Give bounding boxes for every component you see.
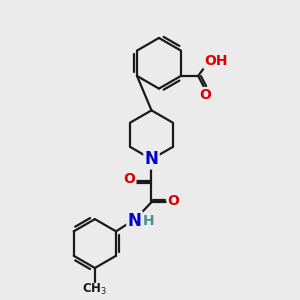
Text: H: H: [143, 214, 154, 228]
Text: N: N: [128, 212, 141, 230]
Text: CH$_3$: CH$_3$: [82, 282, 107, 297]
Text: O: O: [124, 172, 135, 186]
Text: O: O: [168, 194, 179, 208]
Text: OH: OH: [204, 54, 228, 68]
Text: N: N: [145, 150, 158, 168]
Text: O: O: [199, 88, 211, 102]
